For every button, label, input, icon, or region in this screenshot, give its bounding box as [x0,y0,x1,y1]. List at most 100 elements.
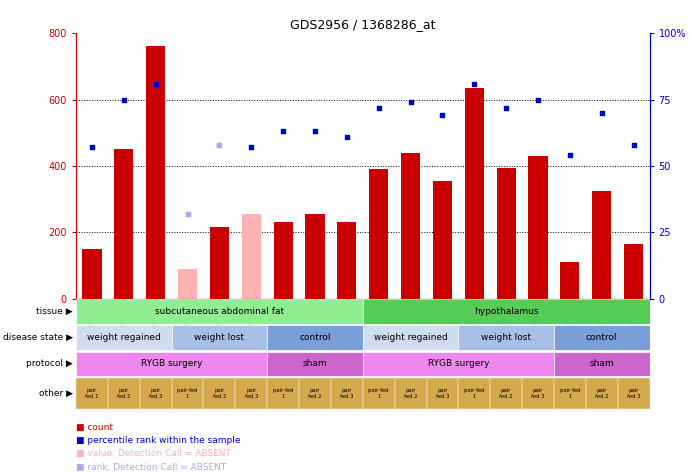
Bar [395,378,426,409]
Bar [618,378,650,409]
Bar [401,153,420,299]
Bar [210,228,229,299]
Bar [267,378,299,409]
Point [533,96,544,103]
Point [628,141,639,148]
Bar [522,378,554,409]
Point [310,128,321,135]
Bar [76,326,171,350]
Bar [171,378,203,409]
Text: pair fed
1: pair fed 1 [560,388,580,399]
Bar [76,352,267,376]
Text: pair fed
1: pair fed 1 [273,388,294,399]
Bar [203,378,236,409]
Text: pair
fed 2: pair fed 2 [595,388,609,399]
Text: ■ count: ■ count [76,423,113,432]
Bar [458,326,554,350]
Text: protocol ▶: protocol ▶ [26,359,73,368]
Bar [458,378,490,409]
Text: sham: sham [589,359,614,368]
Bar [363,300,650,324]
Bar [560,262,580,299]
Bar [267,326,363,350]
Point [118,96,129,103]
Text: RYGB surgery: RYGB surgery [428,359,489,368]
Title: GDS2956 / 1368286_at: GDS2956 / 1368286_at [290,18,435,31]
Text: control: control [586,333,618,342]
Bar [299,378,331,409]
Text: pair fed
1: pair fed 1 [464,388,484,399]
Point [373,104,384,111]
Text: control: control [299,333,331,342]
Bar [554,326,650,350]
Bar [242,214,261,299]
Point [437,112,448,119]
Bar [146,46,165,299]
Text: pair
fed 2: pair fed 2 [308,388,322,399]
Point [182,210,193,218]
Text: pair
fed 3: pair fed 3 [340,388,354,399]
Text: pair
fed 3: pair fed 3 [531,388,545,399]
Bar [586,378,618,409]
Text: pair
fed 2: pair fed 2 [117,388,131,399]
Point [596,109,607,117]
Bar [554,352,650,376]
Bar [82,249,102,299]
Bar [76,378,108,409]
Bar [267,352,363,376]
Text: hypothalamus: hypothalamus [474,307,538,316]
Text: ■ percentile rank within the sample: ■ percentile rank within the sample [76,436,240,445]
Text: RYGB surgery: RYGB surgery [141,359,202,368]
Bar [529,156,547,299]
Bar [497,168,515,299]
Text: pair
fed 3: pair fed 3 [627,388,641,399]
Text: sham: sham [303,359,328,368]
Point [341,133,352,140]
Point [86,144,97,151]
Bar [363,352,554,376]
Text: pair
fed 3: pair fed 3 [149,388,162,399]
Point [565,152,576,159]
Text: pair
fed 3: pair fed 3 [245,388,258,399]
Point [214,141,225,148]
Point [405,99,416,106]
Point [150,80,161,87]
Text: weight regained: weight regained [87,333,161,342]
Bar [465,88,484,299]
Bar [140,378,171,409]
Bar [178,269,197,299]
Bar [236,378,267,409]
Bar [490,378,522,409]
Bar [76,300,363,324]
Text: weight lost: weight lost [481,333,531,342]
Text: pair
fed 2: pair fed 2 [213,388,226,399]
Bar [592,191,612,299]
Text: ■ value, Detection Call = ABSENT: ■ value, Detection Call = ABSENT [76,449,231,458]
Point [278,128,289,135]
Point [500,104,511,111]
Bar [337,222,357,299]
Bar [433,181,452,299]
Bar [305,214,325,299]
Text: pair
fed 2: pair fed 2 [404,388,417,399]
Point [214,141,225,148]
Text: pair fed
1: pair fed 1 [368,388,389,399]
Text: tissue ▶: tissue ▶ [36,307,73,316]
Text: other ▶: other ▶ [39,389,73,398]
Text: ■ rank, Detection Call = ABSENT: ■ rank, Detection Call = ABSENT [76,463,226,472]
Bar [363,326,458,350]
Bar [108,378,140,409]
Bar [624,244,643,299]
Bar [114,149,133,299]
Text: disease state ▶: disease state ▶ [3,333,73,342]
Bar [274,222,293,299]
Bar [554,378,586,409]
Point [246,144,257,151]
Bar [426,378,458,409]
Bar [363,378,395,409]
Point [468,80,480,87]
Bar [369,169,388,299]
Text: pair
fed 3: pair fed 3 [436,388,449,399]
Text: pair
fed 2: pair fed 2 [500,388,513,399]
Bar [171,326,267,350]
